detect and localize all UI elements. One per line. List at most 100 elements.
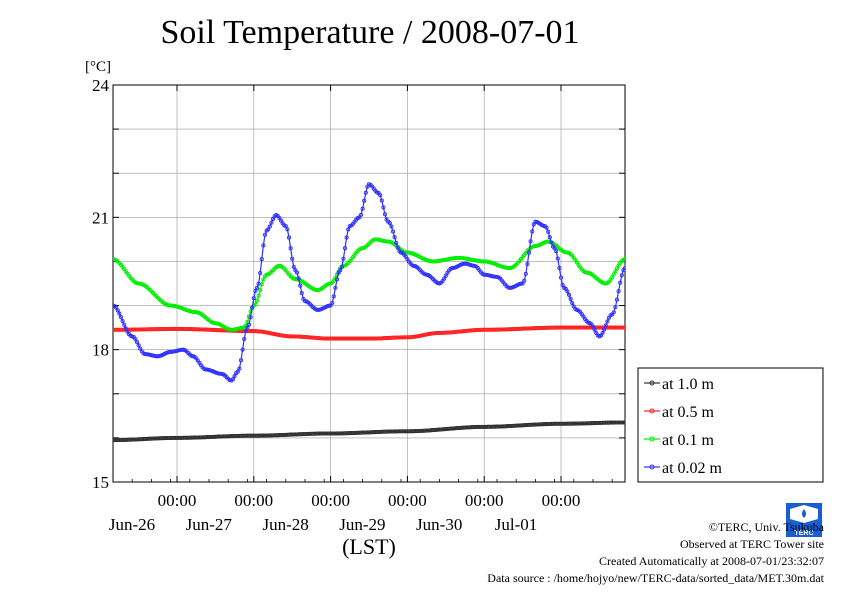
series-point [657, 197, 660, 200]
series-point [518, 281, 524, 286]
series-point [639, 237, 642, 240]
series-point [379, 198, 384, 203]
series-point [633, 247, 636, 250]
series-point [600, 330, 605, 336]
series-point [342, 246, 348, 251]
series-point [294, 270, 300, 275]
series-point [360, 206, 365, 211]
series-point [618, 280, 623, 285]
series-point [261, 277, 266, 282]
series-point [525, 261, 530, 267]
series-point [654, 193, 657, 196]
series-point [528, 239, 533, 244]
series-point [628, 250, 631, 253]
series-point [122, 322, 127, 327]
series-point [635, 244, 638, 247]
series-point [243, 328, 248, 333]
series-point [394, 240, 399, 245]
series-point [245, 325, 250, 330]
series-point [552, 246, 557, 251]
series-point [660, 214, 663, 217]
series-point [603, 323, 608, 328]
series-point [390, 229, 396, 234]
series-point [611, 272, 616, 277]
series-point [443, 273, 448, 278]
series-point [363, 190, 368, 195]
series-point [655, 194, 658, 197]
series-point [251, 296, 256, 301]
series-point [631, 249, 634, 252]
credit-source: Data source : /home/hojyo/new/TERC-data/… [487, 571, 824, 585]
series-point [411, 263, 416, 268]
series-point [382, 212, 388, 217]
x-tick-date-label: Jun-26 [109, 515, 155, 534]
series-point [678, 270, 681, 273]
series-point [667, 236, 670, 239]
series-point [646, 180, 649, 183]
x-tick-time-label: 00:00 [542, 491, 581, 510]
series-point [565, 289, 570, 294]
series-point [258, 288, 263, 293]
series-point [136, 343, 141, 348]
series-point [378, 193, 383, 198]
series-point [670, 249, 673, 252]
legend-swatch-marker [649, 408, 655, 414]
series-point [633, 222, 636, 225]
series-point [649, 184, 652, 187]
series-point [621, 325, 625, 330]
y-tick-label: 21 [92, 208, 109, 227]
series-line [113, 238, 625, 331]
series-at-0-5-m [113, 325, 625, 341]
series-point [622, 266, 625, 271]
series-point [250, 305, 255, 310]
series-point [258, 270, 263, 276]
series-point [605, 319, 610, 324]
x-tick-time-label: 00:00 [465, 491, 504, 510]
series-point [668, 241, 671, 244]
series-point [602, 327, 607, 332]
series-point [568, 296, 573, 301]
x-tick-date-label: Jul-01 [495, 515, 538, 534]
x-tick-time-label: 00:00 [234, 491, 273, 510]
series-point [334, 277, 340, 282]
series-point [635, 216, 638, 219]
series-point [546, 229, 551, 234]
series-point [115, 308, 120, 313]
series-point [256, 281, 261, 286]
series-layer [113, 180, 681, 443]
series-point [592, 327, 597, 332]
series-point [638, 239, 641, 242]
series-point [261, 243, 266, 248]
y-tick-label: 24 [92, 76, 110, 95]
series-point [290, 256, 295, 261]
series-point [611, 310, 616, 315]
series-point [651, 242, 654, 245]
series-point [254, 285, 260, 290]
series-point [613, 269, 618, 274]
x-tick-time-label: 00:00 [158, 491, 197, 510]
series-point [358, 212, 364, 217]
series-point [619, 273, 624, 278]
series-point [522, 278, 527, 283]
series-point [654, 244, 657, 247]
series-point [647, 238, 650, 241]
series-point [622, 420, 625, 425]
series-point [362, 198, 367, 203]
series-point [298, 283, 303, 288]
legend-swatch-marker [649, 464, 655, 470]
series-point [622, 257, 625, 262]
legend-swatch-marker [649, 380, 655, 386]
series-point [530, 229, 535, 234]
series-at-0-02-m [113, 180, 681, 383]
series-point [253, 302, 258, 307]
series-at-0-1-m [113, 237, 657, 332]
series-point [641, 197, 644, 200]
series-point [331, 294, 336, 299]
series-point [652, 243, 655, 246]
series-point [636, 241, 639, 244]
x-tick-date-label: Jun-27 [186, 515, 233, 534]
series-point [549, 240, 554, 245]
series-point [631, 230, 634, 233]
series-point [628, 254, 631, 257]
